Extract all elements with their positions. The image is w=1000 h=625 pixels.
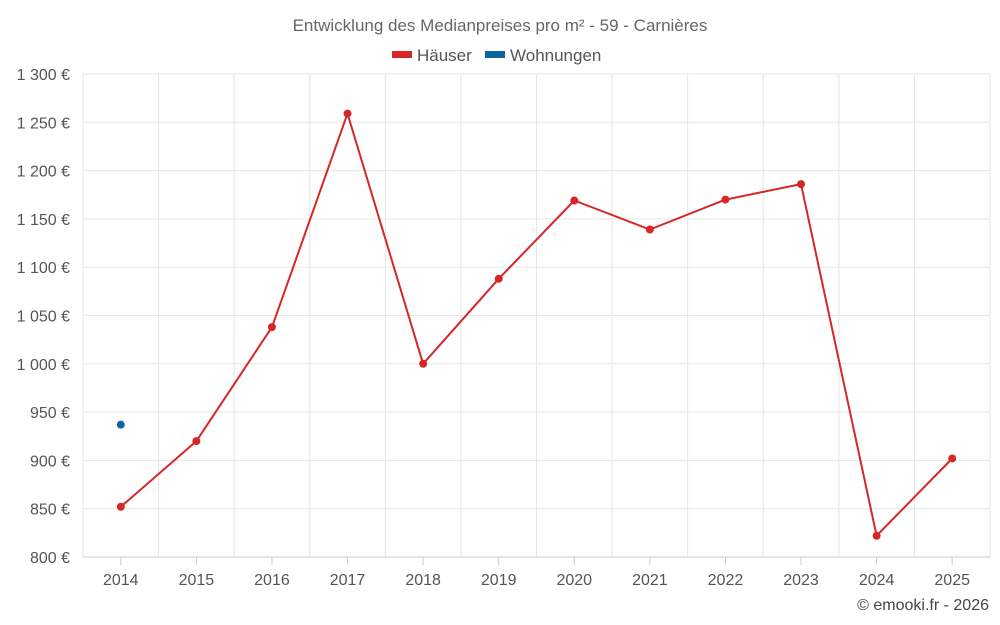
- data-point-haeuser[interactable]: [721, 195, 730, 204]
- grid: [82, 73, 991, 557]
- data-point-wohnungen[interactable]: [116, 420, 125, 429]
- credit-text: © emooki.fr - 2026: [857, 597, 989, 614]
- axes: [83, 556, 990, 565]
- y-tick-label: 950 €: [30, 405, 70, 422]
- data-point-haeuser[interactable]: [872, 531, 881, 540]
- data-point-haeuser[interactable]: [116, 502, 125, 511]
- y-tick-label: 1 100 €: [17, 260, 70, 277]
- y-axis-ticks: 800 € 850 € 900 € 950 € 1 000 € 1 050 € 1 100 …: [17, 67, 70, 567]
- x-tick-label: 2023: [783, 572, 819, 589]
- x-tick-label: 2017: [330, 572, 366, 589]
- x-tick-label: 2024: [859, 572, 895, 589]
- x-tick-label: 2016: [254, 572, 290, 589]
- y-tick-label: 800 €: [30, 550, 70, 567]
- x-tick-label: 2018: [405, 572, 441, 589]
- data-point-haeuser[interactable]: [419, 359, 428, 368]
- y-tick-label: 900 €: [30, 453, 70, 470]
- y-tick-label: 850 €: [30, 502, 70, 519]
- data-point-haeuser[interactable]: [494, 274, 503, 283]
- y-tick-label: 1 250 €: [17, 115, 70, 132]
- x-axis-ticks: 2014 2015 2016 2017 2018 2019 2020 2021 2022 2023…: [103, 572, 970, 589]
- legend-swatch-wohnungen: [485, 51, 505, 58]
- legend: Häuser Wohnungen: [392, 46, 601, 65]
- data-point-haeuser[interactable]: [797, 180, 806, 189]
- legend-label-wohnungen: Wohnungen: [510, 46, 601, 65]
- data-point-haeuser[interactable]: [948, 454, 957, 463]
- y-tick-label: 1 000 €: [17, 357, 70, 374]
- data-point-haeuser[interactable]: [343, 109, 352, 118]
- x-tick-label: 2021: [632, 572, 668, 589]
- legend-swatch-haeuser: [392, 51, 412, 58]
- data-point-haeuser[interactable]: [192, 437, 201, 446]
- x-tick-label: 2015: [179, 572, 215, 589]
- x-tick-label: 2025: [934, 572, 970, 589]
- data-point-haeuser[interactable]: [570, 196, 579, 205]
- x-tick-label: 2020: [556, 572, 592, 589]
- y-tick-label: 1 300 €: [17, 67, 70, 84]
- x-tick-label: 2022: [708, 572, 744, 589]
- legend-item-haeuser[interactable]: Häuser: [392, 46, 472, 65]
- chart-title: Entwicklung des Medianpreises pro m² - 5…: [293, 16, 708, 35]
- data-point-haeuser[interactable]: [645, 225, 654, 234]
- x-tick-label: 2019: [481, 572, 517, 589]
- series: [116, 109, 957, 540]
- y-tick-label: 1 050 €: [17, 309, 70, 326]
- y-tick-label: 1 150 €: [17, 212, 70, 229]
- x-tick-label: 2014: [103, 572, 139, 589]
- data-point-haeuser[interactable]: [267, 323, 276, 332]
- y-tick-label: 1 200 €: [17, 164, 70, 181]
- series-line-haeuser: [120, 112, 953, 537]
- legend-label-haeuser: Häuser: [417, 46, 472, 65]
- legend-item-wohnungen[interactable]: Wohnungen: [485, 46, 601, 65]
